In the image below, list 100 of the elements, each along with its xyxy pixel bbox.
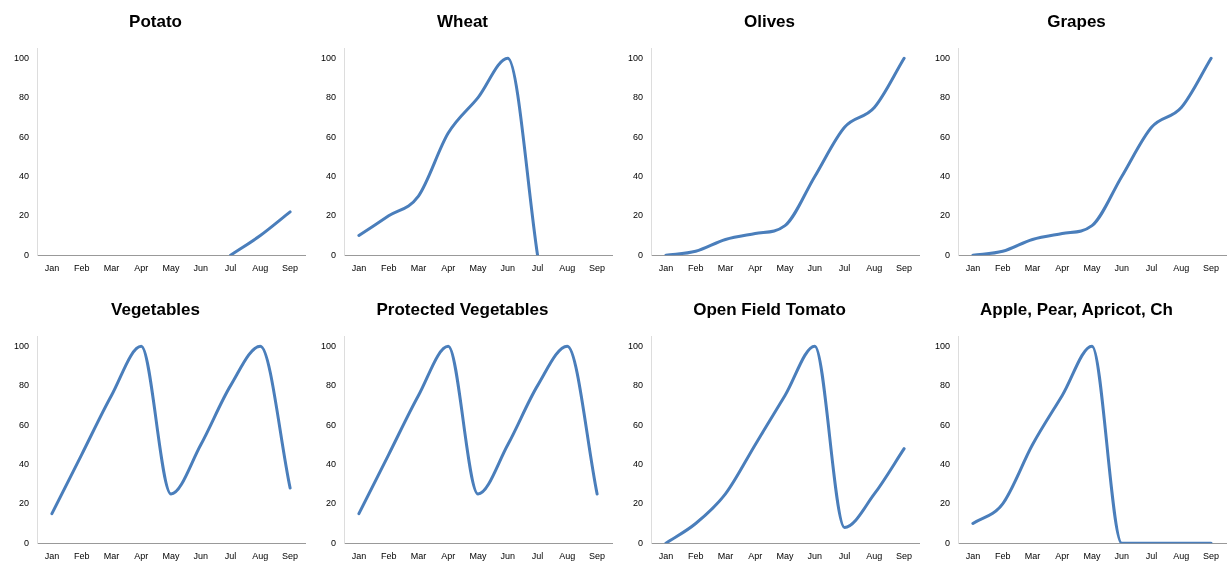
x-tick-label: Sep	[1203, 263, 1220, 274]
x-tick-label: Mar	[1024, 263, 1041, 274]
y-tick-label: 100	[320, 340, 337, 351]
x-tick-label: Mar	[410, 551, 427, 562]
y-tick-label: 40	[326, 170, 337, 181]
y-tick-label: 60	[19, 131, 30, 142]
y-tick-label: 80	[19, 92, 30, 103]
y-tick-label: 40	[326, 458, 337, 469]
x-tick-label: Aug	[252, 551, 269, 562]
line-series	[971, 344, 1213, 544]
y-tick-label: 100	[320, 52, 337, 63]
x-tick-label: Feb	[380, 263, 397, 274]
x-tick-label: Aug	[1173, 551, 1190, 562]
x-tick-label: Jun	[500, 263, 516, 274]
x-tick-label: Apr	[134, 551, 149, 562]
y-tick-label: 100	[627, 340, 644, 351]
x-tick-label: Apr	[441, 263, 456, 274]
x-tick-label: Jul	[531, 263, 544, 274]
x-tick-label: Jun	[193, 263, 209, 274]
x-tick-label: May	[162, 551, 180, 562]
y-tick-label: 60	[940, 131, 951, 142]
x-tick-label: Jan	[351, 551, 367, 562]
y-tick-label: 80	[940, 380, 951, 391]
x-tick-label: Mar	[410, 263, 427, 274]
x-tick-label: May	[776, 551, 794, 562]
x-tick-label: May	[776, 263, 794, 274]
x-tick-label: Apr	[1055, 263, 1070, 274]
x-tick-label: Jun	[807, 551, 823, 562]
x-tick-label: Apr	[1055, 551, 1070, 562]
chart-title: Grapes	[1047, 11, 1106, 31]
y-tick-label: 20	[19, 210, 30, 221]
x-tick-label: Feb	[73, 263, 90, 274]
x-tick-label: Jan	[965, 551, 981, 562]
x-tick-label: May	[469, 263, 487, 274]
x-tick-label: May	[469, 551, 487, 562]
y-tick-label: 100	[627, 52, 644, 63]
x-tick-label: Jul	[224, 551, 237, 562]
x-tick-label: Jan	[658, 551, 674, 562]
x-tick-label: Jan	[351, 263, 367, 274]
y-tick-label: 0	[945, 249, 951, 260]
y-tick-label: 20	[633, 498, 644, 509]
y-tick-label: 40	[19, 170, 30, 181]
x-tick-label: Aug	[252, 263, 269, 274]
y-tick-label: 80	[326, 92, 337, 103]
chart-title: Vegetables	[111, 299, 200, 319]
x-tick-label: Jun	[500, 551, 516, 562]
y-tick-label: 40	[19, 458, 30, 469]
x-tick-label: Feb	[994, 551, 1011, 562]
x-tick-label: Jun	[193, 551, 209, 562]
y-tick-label: 20	[326, 498, 337, 509]
x-tick-label: Feb	[73, 551, 90, 562]
y-tick-label: 0	[638, 537, 644, 548]
x-tick-label: Jan	[44, 263, 60, 274]
y-tick-label: 60	[19, 419, 30, 430]
y-tick-label: 60	[326, 131, 337, 142]
y-tick-label: 80	[19, 380, 30, 391]
line-series	[664, 344, 906, 544]
chart-title: Olives	[743, 11, 796, 31]
x-tick-label: May	[1083, 263, 1101, 274]
x-tick-label: Mar	[103, 551, 120, 562]
x-tick-label: May	[1083, 551, 1101, 562]
x-tick-label: Apr	[134, 263, 149, 274]
x-tick-label: Feb	[687, 551, 704, 562]
y-tick-label: 0	[638, 249, 644, 260]
y-tick-label: 20	[633, 210, 644, 221]
x-tick-label: Sep	[896, 263, 913, 274]
x-tick-label: Jul	[838, 263, 851, 274]
x-tick-label: Jul	[1145, 263, 1158, 274]
chart-title: Protected Vegetables	[376, 299, 549, 319]
y-tick-label: 20	[940, 210, 951, 221]
x-tick-label: Jan	[658, 263, 674, 274]
line-series	[664, 56, 906, 256]
x-tick-label: Mar	[717, 551, 734, 562]
x-tick-label: Jul	[838, 551, 851, 562]
x-tick-label: Sep	[282, 551, 299, 562]
x-tick-label: Apr	[441, 551, 456, 562]
line-series	[357, 344, 599, 516]
x-tick-label: Sep	[282, 263, 299, 274]
y-tick-label: 100	[13, 52, 30, 63]
x-tick-label: Aug	[559, 263, 576, 274]
x-tick-label: Sep	[589, 263, 606, 274]
x-tick-label: May	[162, 263, 180, 274]
line-series	[357, 56, 540, 256]
y-tick-label: 60	[633, 419, 644, 430]
y-tick-label: 20	[19, 498, 30, 509]
y-tick-label: 20	[326, 210, 337, 221]
y-tick-label: 60	[326, 419, 337, 430]
x-tick-label: Jul	[224, 263, 237, 274]
y-tick-label: 20	[940, 498, 951, 509]
x-tick-label: Mar	[1024, 551, 1041, 562]
y-tick-label: 60	[633, 131, 644, 142]
y-tick-label: 0	[24, 249, 30, 260]
y-tick-label: 0	[945, 537, 951, 548]
chart-title: Wheat	[437, 11, 489, 31]
y-tick-label: 80	[326, 380, 337, 391]
x-tick-label: Apr	[748, 551, 763, 562]
x-tick-label: Sep	[1203, 551, 1220, 562]
x-tick-label: Sep	[896, 551, 913, 562]
x-tick-label: Sep	[589, 551, 606, 562]
x-tick-label: Jul	[531, 551, 544, 562]
